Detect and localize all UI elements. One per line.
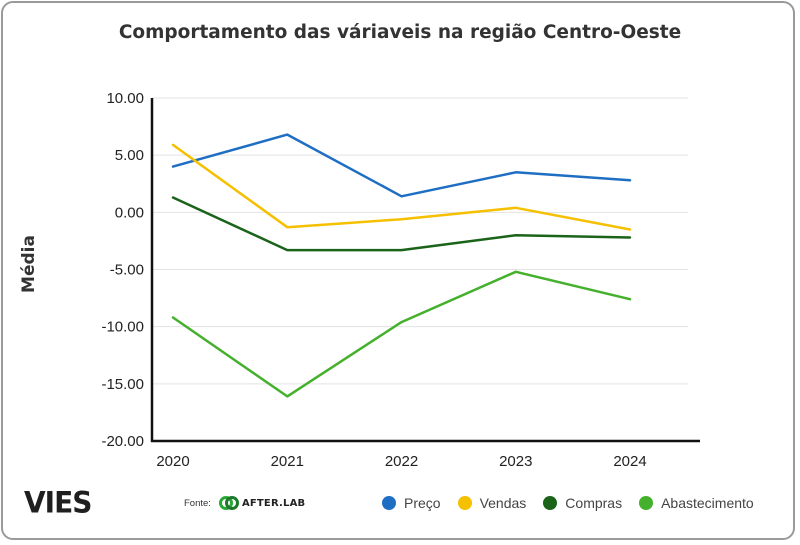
series-line-abastecimento — [171, 270, 632, 398]
source-credit: Fonte: AFTER.LAB — [184, 496, 305, 510]
y-tick-label: -10.00 — [101, 319, 144, 336]
afterlab-name: AFTER.LAB — [241, 497, 306, 509]
series-line-vendas — [171, 143, 632, 231]
afterlab-brand: AFTER.LAB — [218, 496, 306, 510]
y-tick-label: -20.00 — [101, 433, 144, 450]
chart-title: Comportamento das váriaveis na região Ce… — [118, 22, 682, 43]
x-tick-label: 2023 — [499, 453, 532, 470]
legend-item: Compras — [543, 495, 622, 511]
y-tick-label: 10.00 — [106, 90, 144, 107]
y-tick-label: -15.00 — [101, 376, 144, 393]
y-tick-label: 0.00 — [115, 204, 144, 221]
y-tick-label: 5.00 — [115, 147, 144, 164]
legend-item: Abastecimento — [639, 495, 754, 511]
legend-swatch — [543, 496, 558, 510]
vies-logo: VIES — [24, 485, 92, 520]
afterlab-icon — [218, 496, 239, 510]
x-tick-label: 2022 — [385, 453, 418, 470]
x-tick-label: 2020 — [156, 453, 189, 470]
x-tick-label: 2024 — [613, 453, 646, 470]
legend-label: Compras — [565, 495, 623, 511]
legend-swatch — [639, 496, 654, 510]
legend-item: Vendas — [457, 495, 527, 511]
x-tick-label: 2021 — [271, 453, 304, 470]
legend-swatch — [457, 496, 472, 510]
legend-label: Preço — [404, 495, 441, 511]
series-line-compras — [171, 196, 632, 252]
legend-item: Preço — [382, 495, 441, 511]
legend-swatch — [382, 496, 396, 510]
series-line-pre-o — [171, 133, 632, 198]
source-label: Fonte: — [184, 497, 211, 509]
legend-label: Vendas — [479, 495, 527, 511]
chart-legend: Preço Vendas Compras Abastecimento — [382, 495, 771, 511]
legend-label: Abastecimento — [661, 495, 754, 511]
y-tick-label: -5.00 — [110, 262, 144, 279]
